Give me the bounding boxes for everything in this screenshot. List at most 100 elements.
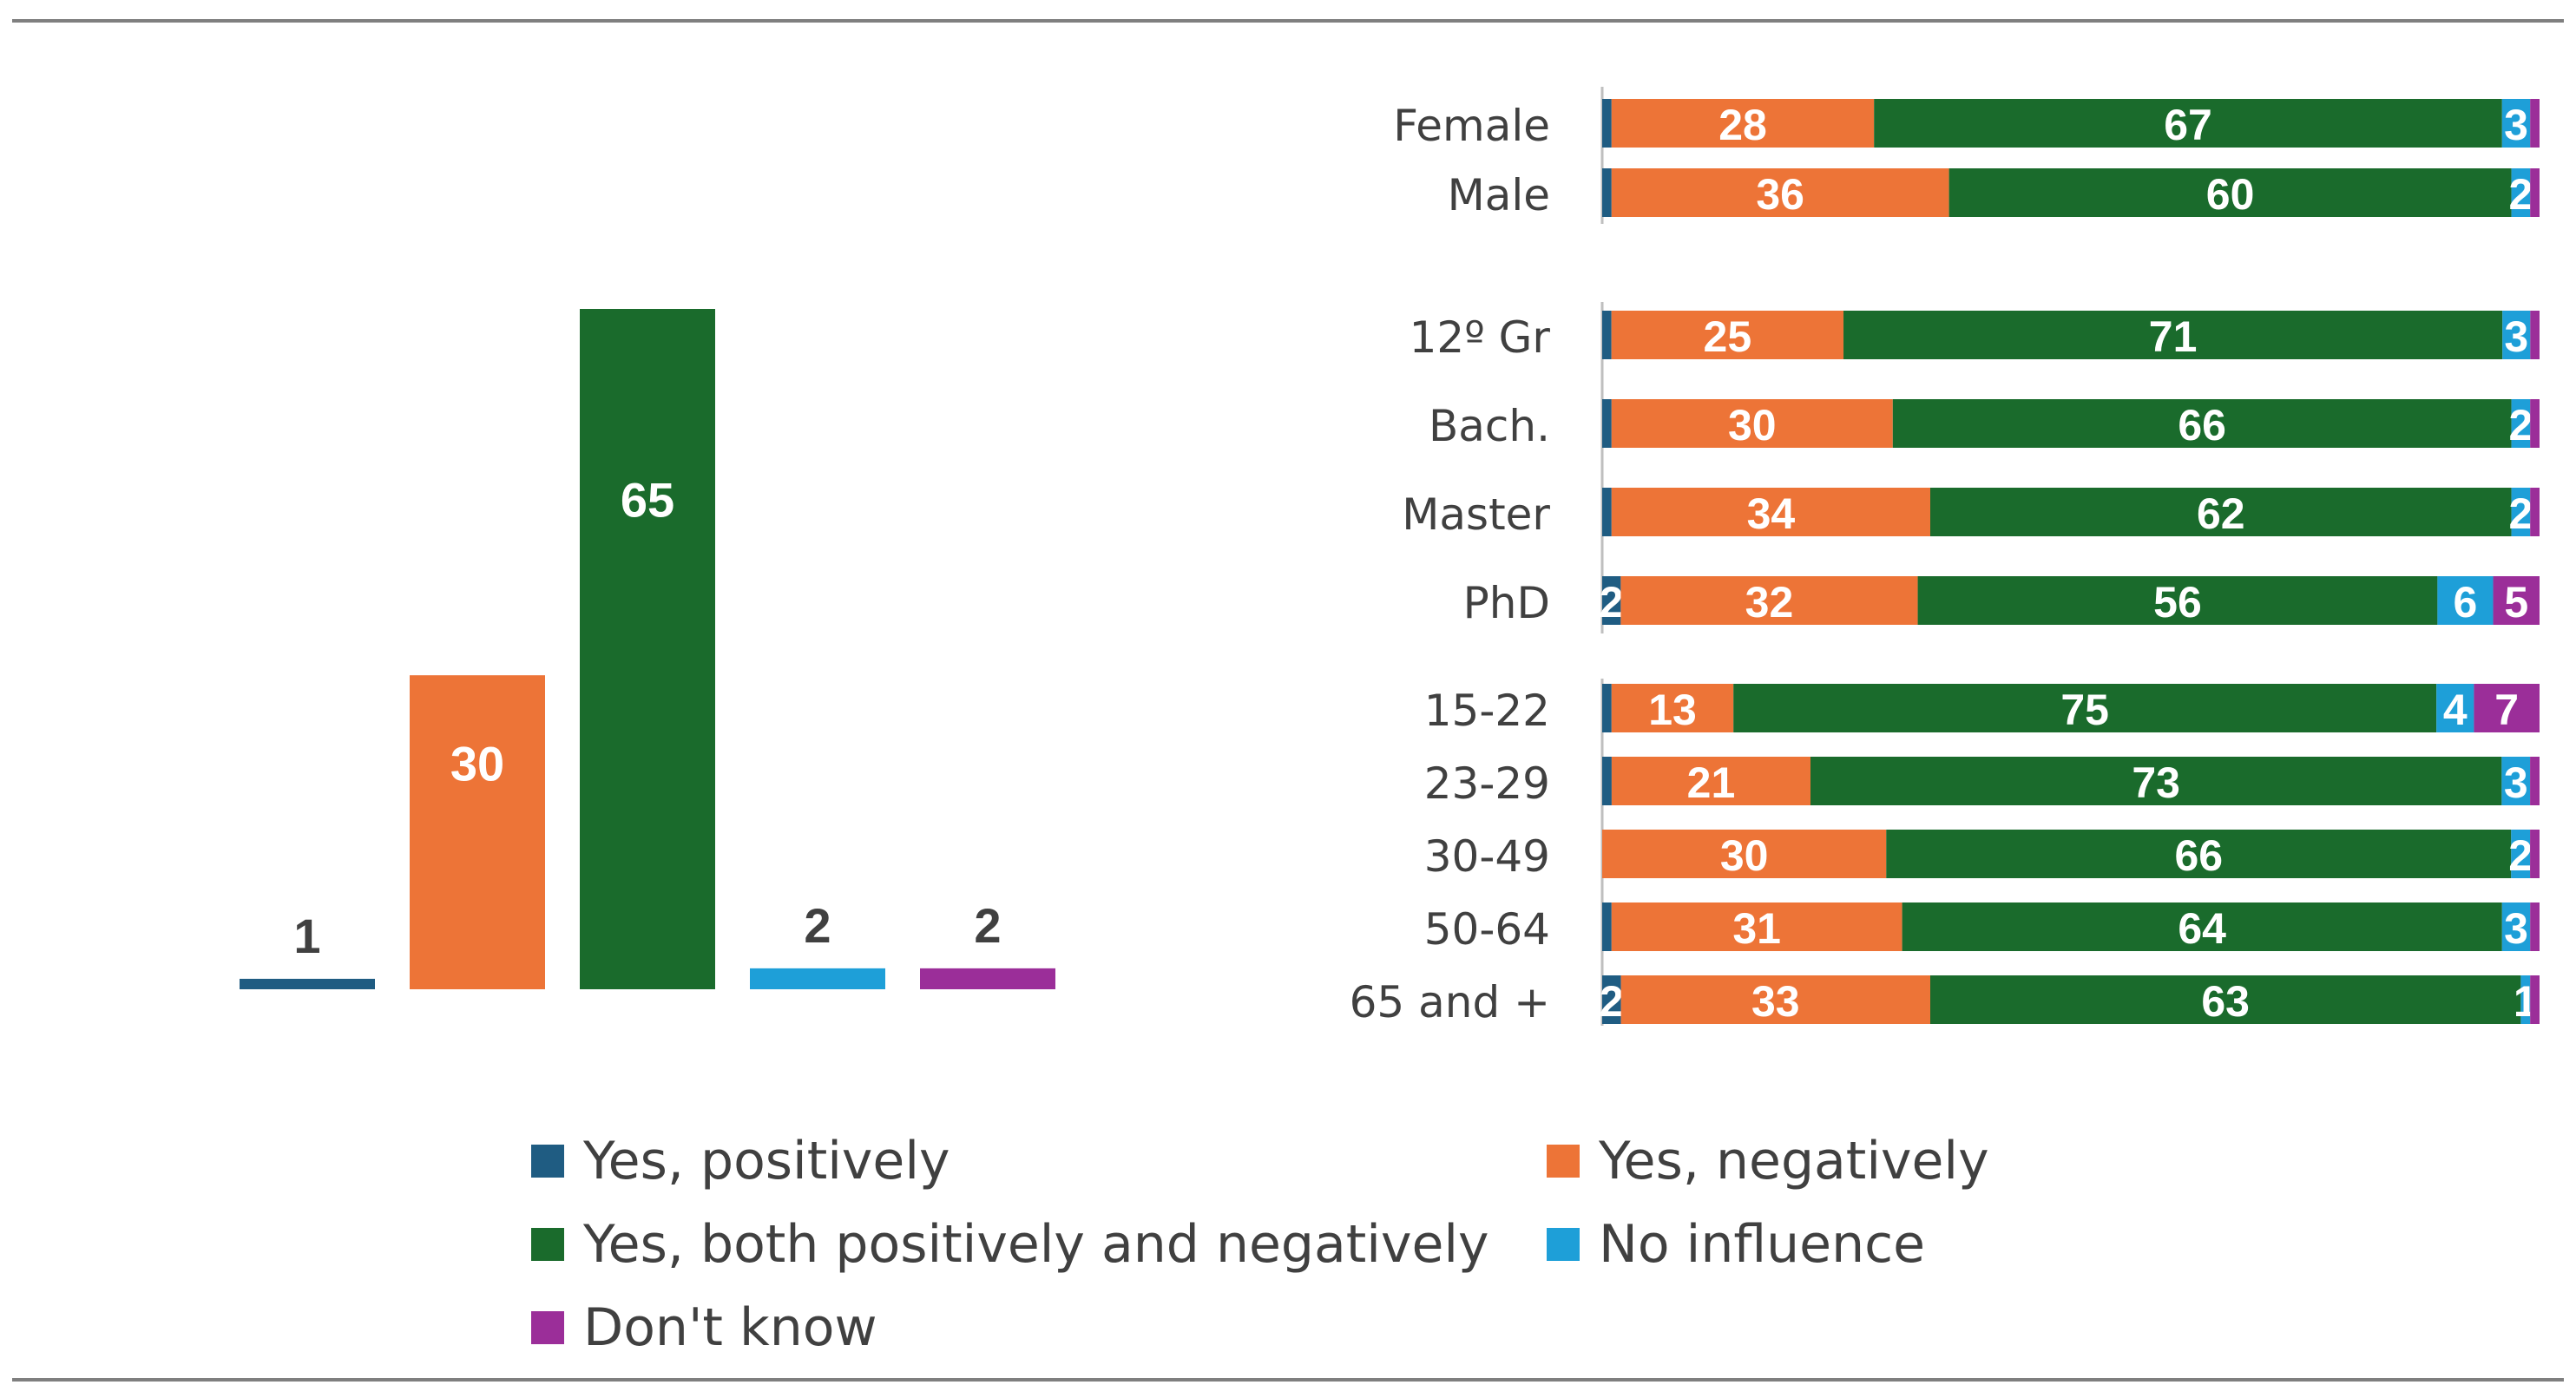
bottom-rule	[12, 1378, 2564, 1382]
segment-value-label: 32	[1745, 578, 1794, 627]
category-label: Master	[1402, 489, 1550, 540]
segment-value-label: 28	[1718, 101, 1767, 149]
segment-value-label: 3	[2504, 904, 2528, 953]
segment-value-label: 2	[2508, 831, 2533, 880]
bar-segment-no-influence	[2520, 975, 2531, 1024]
bar-segment-no-influence	[2436, 684, 2474, 732]
bar-segment-yes-negatively	[1620, 576, 1918, 625]
legend-item-no-influence: No influence	[1547, 1211, 2067, 1277]
bar-segment-yes-negatively	[1611, 488, 1930, 536]
segment-value-label: 3	[2504, 312, 2528, 361]
segment-value-label: 30	[1720, 831, 1769, 880]
bar-segment-don-t-know	[2530, 830, 2540, 878]
category-label: Female	[1393, 101, 1550, 151]
bar-segment-don-t-know	[2493, 576, 2540, 625]
bar-segment-yes-positively	[1602, 99, 1612, 148]
bar-segment-yes-negatively	[1611, 684, 1734, 732]
bar-value-label: 65	[621, 473, 674, 528]
bar-segment-yes-negatively	[1611, 168, 1949, 217]
bar-segment-yes-positively	[1602, 975, 1621, 1024]
bar-value-label: 2	[974, 898, 1001, 953]
category-label: 50-64	[1424, 904, 1550, 955]
bar-yes-both-positively-and-negatively	[580, 309, 715, 989]
bar-segment-don-t-know	[2530, 902, 2540, 951]
bar-segment-no-influence	[2501, 757, 2531, 805]
segment-value-label: 36	[1756, 170, 1804, 219]
segment-value-label: 66	[2174, 831, 2223, 880]
segment-value-label: 62	[2197, 489, 2245, 538]
legend-label: Yes, positively	[583, 1131, 950, 1191]
segment-value-label: 66	[2178, 401, 2226, 450]
category-label: 12º Gr	[1410, 312, 1551, 363]
category-label: 23-29	[1424, 758, 1550, 809]
segment-value-label: 71	[2149, 312, 2198, 361]
bar-segment-don-t-know	[2530, 99, 2540, 148]
category-label: Male	[1448, 170, 1550, 220]
bar-segment-yes-both-positively-and-negatively	[1892, 399, 2512, 448]
legend-label: Don't know	[583, 1297, 877, 1358]
category-label: 30-49	[1424, 831, 1550, 882]
segment-value-label: 2	[1600, 977, 1624, 1026]
bar-segment-no-influence	[2511, 488, 2531, 536]
legend-label: Yes, both positively and negatively	[583, 1214, 1489, 1275]
category-label: Bach.	[1429, 401, 1550, 451]
segment-value-label: 2	[2508, 401, 2533, 450]
segment-value-label: 63	[2201, 977, 2250, 1026]
legend-swatch	[531, 1145, 564, 1178]
legend-swatch	[1547, 1145, 1580, 1178]
top-rule	[12, 19, 2564, 23]
legend-item-both: Yes, both positively and negatively	[531, 1211, 1547, 1277]
segment-value-label: 75	[2060, 686, 2109, 734]
bar-segment-don-t-know	[2530, 488, 2540, 536]
bar-segment-don-t-know	[2530, 399, 2540, 448]
bar-segment-yes-negatively	[1611, 399, 1893, 448]
bar-segment-yes-negatively	[1611, 99, 1875, 148]
bar-segment-yes-both-positively-and-negatively	[1733, 684, 2437, 732]
segment-value-label: 56	[2153, 578, 2202, 627]
segment-value-label: 21	[1687, 758, 1736, 807]
bar-value-label: 2	[804, 898, 831, 953]
bar-yes-positively	[240, 978, 375, 989]
bar-segment-yes-both-positively-and-negatively	[1930, 975, 2521, 1024]
category-label: PhD	[1463, 578, 1550, 628]
category-label: 65 and +	[1350, 977, 1550, 1027]
segment-value-label: 13	[1648, 686, 1697, 734]
bar-segment-yes-both-positively-and-negatively	[1810, 757, 2502, 805]
bar-segment-no-influence	[2502, 311, 2531, 359]
bar-segment-yes-both-positively-and-negatively	[1902, 902, 2502, 951]
bar-segment-yes-positively	[1602, 576, 1621, 625]
legend-swatch	[1547, 1228, 1580, 1261]
segment-value-label: 3	[2504, 101, 2528, 149]
bar-segment-no-influence	[2501, 902, 2531, 951]
legend-swatch	[531, 1228, 564, 1261]
bar-segment-don-t-know	[2530, 168, 2540, 217]
segment-value-label: 31	[1732, 904, 1781, 953]
bar-segment-no-influence	[2511, 830, 2531, 878]
segment-value-label: 2	[2508, 170, 2533, 219]
segment-value-label: 2	[1600, 578, 1624, 627]
bar-yes-negatively	[410, 675, 545, 989]
legend: Yes, positively Yes, negatively Yes, bot…	[531, 1128, 2076, 1361]
legend-label: No influence	[1599, 1214, 1926, 1275]
segment-value-label: 5	[2504, 578, 2528, 627]
bar-segment-yes-positively	[1602, 399, 1612, 448]
segment-value-label: 60	[2206, 170, 2255, 219]
bar-segment-yes-both-positively-and-negatively	[1917, 576, 2438, 625]
overall-bar-chart: 1 30 65 2 2	[240, 309, 1055, 989]
segment-value-label: 25	[1704, 312, 1752, 361]
segment-value-label: 7	[2494, 686, 2519, 734]
bar-segment-no-influence	[2511, 399, 2531, 448]
bar-segment-yes-both-positively-and-negatively	[1886, 830, 2512, 878]
bar-segment-yes-both-positively-and-negatively	[1874, 99, 2502, 148]
bar-segment-don-t-know	[2530, 757, 2540, 805]
bar-segment-no-influence	[2437, 576, 2494, 625]
bar-segment-yes-positively	[1602, 488, 1612, 536]
segment-value-label: 67	[2164, 101, 2212, 149]
segment-value-label: 73	[2132, 758, 2180, 807]
bar-segment-don-t-know	[2474, 684, 2540, 732]
segment-value-label: 3	[2504, 758, 2528, 807]
segment-value-label: 6	[2454, 578, 2478, 627]
bar-segment-yes-both-positively-and-negatively	[1948, 168, 2512, 217]
segment-value-label: 33	[1751, 977, 1800, 1026]
